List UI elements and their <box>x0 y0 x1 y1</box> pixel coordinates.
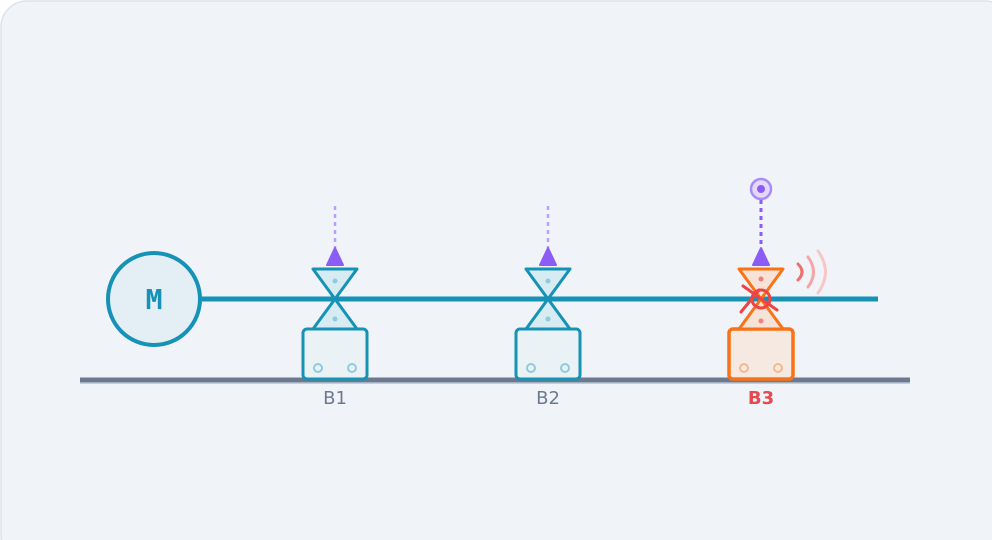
bearing-label: B3 <box>748 388 774 409</box>
motor <box>106 251 202 347</box>
bearing <box>301 206 369 381</box>
bearing-fault <box>727 177 827 381</box>
bearing <box>514 206 582 381</box>
bearing-label: B1 <box>323 388 347 409</box>
bearing-label: B2 <box>536 388 560 409</box>
motor-label: M <box>146 283 163 316</box>
